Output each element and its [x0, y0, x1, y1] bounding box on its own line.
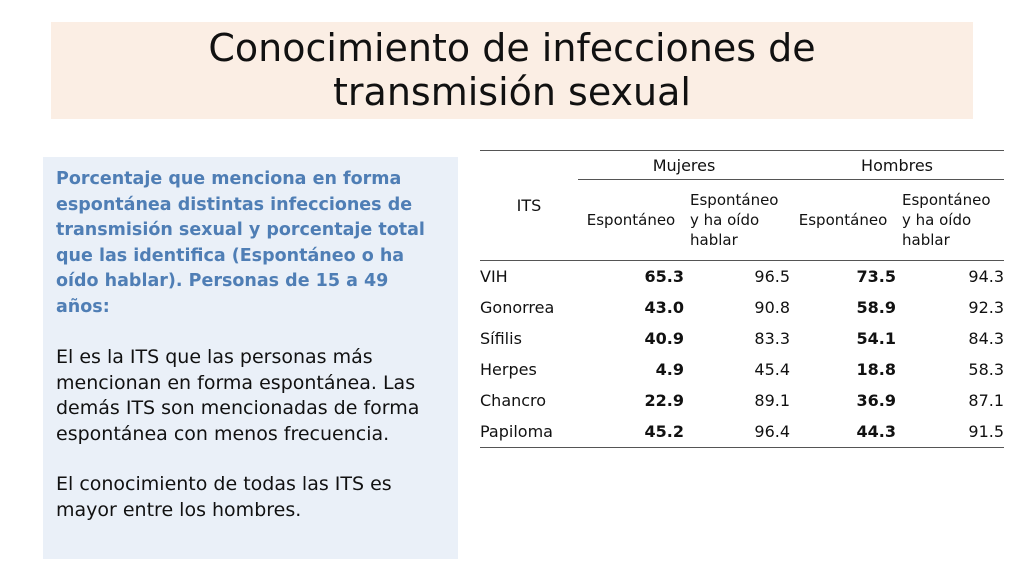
cell-men-spontaneous: 44.3 — [790, 416, 897, 448]
cell-its-name: Sífilis — [480, 329, 522, 348]
table-row: Papiloma 45.2 96.4 44.3 91.5 — [480, 416, 1005, 448]
cell-its-name: Papiloma — [480, 416, 578, 448]
header-men-spontaneous: Espontáneo — [798, 211, 888, 229]
cell-women-heard: 96.5 — [684, 260, 791, 292]
cell-women-heard: 90.8 — [754, 298, 791, 317]
cell-men-heard: 94.3 — [896, 260, 1005, 292]
summary-heading: Porcentaje que menciona en forma espontá… — [56, 169, 425, 317]
cell-its-name: Herpes — [480, 360, 537, 379]
cell-men-heard: 87.1 — [968, 391, 1005, 410]
title-line-1: Conocimiento de infecciones de — [208, 26, 816, 70]
cell-men-heard: 84.3 — [968, 329, 1005, 348]
cell-men-spontaneous: 54.1 — [856, 329, 897, 348]
cell-women-heard: 83.3 — [754, 329, 791, 348]
header-men-heard: Espontáneo y ha oído hablar — [902, 191, 991, 249]
cell-its-name: Gonorrea — [480, 298, 555, 317]
cell-its-name: VIH — [480, 260, 578, 292]
cell-women-heard: 89.1 — [754, 391, 791, 410]
header-its: ITS — [480, 150, 578, 261]
cell-men-spontaneous: 73.5 — [790, 260, 897, 292]
cell-women-spontaneous: 4.9 — [655, 360, 684, 379]
header-women: Mujeres — [578, 150, 791, 180]
cell-women-spontaneous: 45.2 — [578, 416, 684, 448]
header-women-heard: Espontáneo y ha oído hablar — [690, 191, 779, 249]
slide-title: Conocimiento de infecciones de transmisi… — [51, 26, 973, 114]
table-row: Sífilis 40.9 83.3 54.1 84.3 — [480, 323, 1004, 354]
its-table: ITS Mujeres Hombres Espontáneo Espontáne… — [480, 150, 1005, 448]
title-line-2: transmisión sexual — [333, 70, 691, 114]
summary-panel: Porcentaje que menciona en forma espontá… — [43, 157, 458, 559]
cell-men-heard: 92.3 — [968, 298, 1005, 317]
cell-women-heard: 96.4 — [684, 416, 791, 448]
cell-men-spontaneous: 18.8 — [856, 360, 897, 379]
cell-men-spontaneous: 58.9 — [856, 298, 897, 317]
cell-women-spontaneous: 65.3 — [578, 260, 684, 292]
header-men: Hombres — [790, 150, 1005, 180]
cell-women-heard: 45.4 — [754, 360, 791, 379]
cell-its-name: Chancro — [480, 391, 547, 410]
its-table-container: ITS Mujeres Hombres Espontáneo Espontáne… — [480, 150, 1005, 448]
summary-paragraph-1: El es la ITS que las personas más mencio… — [56, 346, 420, 445]
header-women-spontaneous: Espontáneo — [586, 211, 676, 229]
cell-men-heard: 58.3 — [968, 360, 1005, 379]
summary-paragraph-2: El conocimiento de todas las ITS es mayo… — [56, 473, 392, 521]
table-row: Gonorrea 43.0 90.8 58.9 92.3 — [480, 292, 1004, 323]
title-banner: Conocimiento de infecciones de transmisi… — [51, 22, 973, 119]
cell-men-heard: 91.5 — [896, 416, 1005, 448]
table-row: Chancro 22.9 89.1 36.9 87.1 — [480, 385, 1004, 416]
cell-women-spontaneous: 43.0 — [644, 298, 684, 317]
table-row: Herpes 4.9 45.4 18.8 58.3 — [480, 354, 1004, 385]
table-row: VIH 65.3 96.5 73.5 94.3 — [480, 260, 1005, 292]
cell-women-spontaneous: 22.9 — [644, 391, 684, 410]
cell-women-spontaneous: 40.9 — [644, 329, 684, 348]
cell-men-spontaneous: 36.9 — [856, 391, 897, 410]
table-body: VIH 65.3 96.5 73.5 94.3 Gonorrea 43.0 90.8 58.9 9… — [480, 260, 1005, 448]
